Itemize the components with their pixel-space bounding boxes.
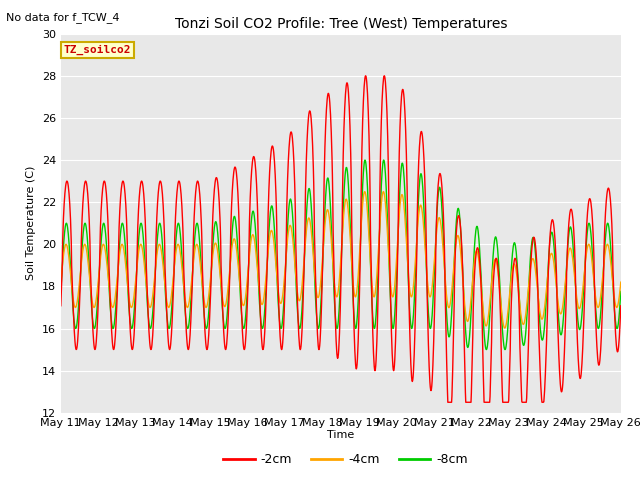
-2cm (294, 324, 302, 330)
-4cm (361, 189, 369, 194)
-8cm (100, 221, 108, 227)
-4cm (100, 242, 108, 248)
-2cm (123, 228, 131, 233)
-8cm (306, 189, 314, 194)
-4cm (306, 218, 314, 224)
Legend: -2cm, -4cm, -8cm: -2cm, -4cm, -8cm (218, 448, 473, 471)
Text: TZ_soilco2: TZ_soilco2 (63, 45, 131, 55)
-8cm (316, 314, 324, 320)
-4cm (500, 325, 508, 331)
-2cm (617, 303, 625, 309)
-4cm (376, 222, 383, 228)
-8cm (376, 229, 383, 235)
Text: No data for f_TCW_4: No data for f_TCW_4 (6, 12, 120, 23)
-4cm (57, 279, 65, 285)
-8cm (617, 288, 625, 294)
-8cm (501, 347, 509, 352)
Line: -8cm: -8cm (61, 160, 621, 349)
Title: Tonzi Soil CO2 Profile: Tree (West) Temperatures: Tonzi Soil CO2 Profile: Tree (West) Temp… (175, 17, 507, 31)
-2cm (376, 189, 383, 195)
-4cm (294, 296, 302, 301)
-4cm (617, 279, 625, 285)
-2cm (57, 303, 65, 309)
X-axis label: Time: Time (327, 431, 355, 441)
-2cm (444, 399, 452, 405)
-4cm (123, 275, 131, 281)
-8cm (57, 288, 65, 294)
-4cm (316, 285, 324, 291)
Line: -2cm: -2cm (61, 76, 621, 402)
-8cm (294, 319, 302, 325)
-2cm (306, 108, 314, 114)
-2cm (100, 178, 108, 184)
-8cm (123, 271, 131, 277)
Y-axis label: Soil Temperature (C): Soil Temperature (C) (26, 166, 36, 280)
-8cm (380, 157, 387, 163)
-2cm (316, 338, 324, 344)
Line: -4cm: -4cm (61, 192, 621, 328)
-2cm (362, 73, 369, 79)
